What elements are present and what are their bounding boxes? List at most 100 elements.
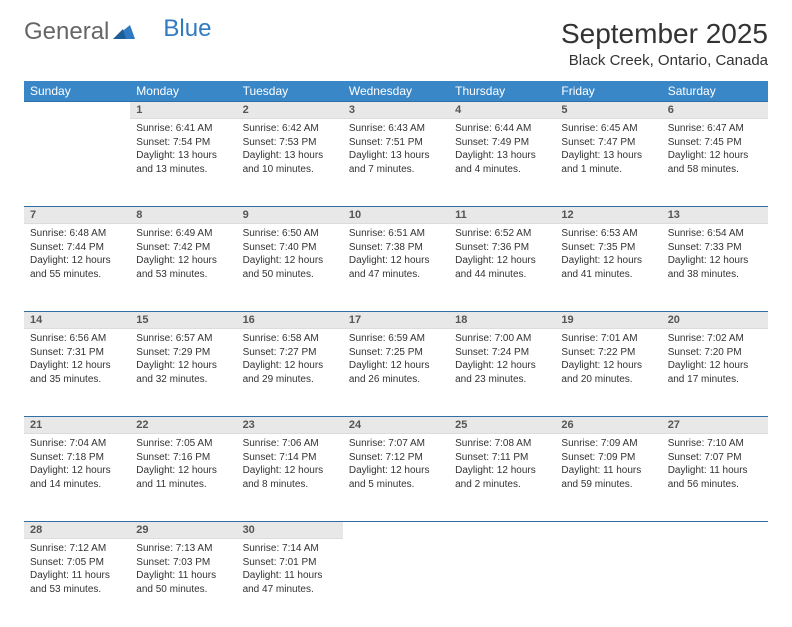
day-body-cell: Sunrise: 6:53 AMSunset: 7:35 PMDaylight:… <box>555 224 661 312</box>
daylight-text: Daylight: 12 hours and 50 minutes. <box>243 254 337 281</box>
day-number-cell: 5 <box>555 102 661 119</box>
day-number-cell: 10 <box>343 207 449 224</box>
day-number-cell: 30 <box>237 522 343 539</box>
daylight-text: Daylight: 11 hours and 50 minutes. <box>136 569 230 596</box>
day-body-cell: Sunrise: 6:49 AMSunset: 7:42 PMDaylight:… <box>130 224 236 312</box>
day-number-cell: 21 <box>24 417 130 434</box>
day-body-cell: Sunrise: 6:54 AMSunset: 7:33 PMDaylight:… <box>662 224 768 312</box>
day-body-row: Sunrise: 6:41 AMSunset: 7:54 PMDaylight:… <box>24 119 768 207</box>
day-body-cell: Sunrise: 6:57 AMSunset: 7:29 PMDaylight:… <box>130 329 236 417</box>
day-number-cell: 15 <box>130 312 236 329</box>
daylight-text: Daylight: 12 hours and 2 minutes. <box>455 464 549 491</box>
sunset-text: Sunset: 7:05 PM <box>30 556 124 570</box>
day-body-cell <box>343 539 449 627</box>
day-number-cell: 27 <box>662 417 768 434</box>
daylight-text: Daylight: 12 hours and 53 minutes. <box>136 254 230 281</box>
sunset-text: Sunset: 7:25 PM <box>349 346 443 360</box>
sunset-text: Sunset: 7:22 PM <box>561 346 655 360</box>
daylight-text: Daylight: 12 hours and 55 minutes. <box>30 254 124 281</box>
day-number-cell: 9 <box>237 207 343 224</box>
day-body-cell: Sunrise: 7:05 AMSunset: 7:16 PMDaylight:… <box>130 434 236 522</box>
sunset-text: Sunset: 7:09 PM <box>561 451 655 465</box>
sunrise-text: Sunrise: 6:45 AM <box>561 122 655 136</box>
day-number-cell: 18 <box>449 312 555 329</box>
sunrise-text: Sunrise: 7:08 AM <box>455 437 549 451</box>
daynum-row: 14151617181920 <box>24 312 768 329</box>
logo-mark-icon <box>113 18 135 46</box>
day-number-cell <box>343 522 449 539</box>
day-header: Sunday <box>24 81 130 102</box>
daylight-text: Daylight: 12 hours and 32 minutes. <box>136 359 230 386</box>
sunrise-text: Sunrise: 7:12 AM <box>30 542 124 556</box>
daylight-text: Daylight: 12 hours and 35 minutes. <box>30 359 124 386</box>
daylight-text: Daylight: 12 hours and 5 minutes. <box>349 464 443 491</box>
daylight-text: Daylight: 12 hours and 17 minutes. <box>668 359 762 386</box>
day-body-cell: Sunrise: 7:02 AMSunset: 7:20 PMDaylight:… <box>662 329 768 417</box>
sunrise-text: Sunrise: 7:05 AM <box>136 437 230 451</box>
daynum-row: 282930 <box>24 522 768 539</box>
daylight-text: Daylight: 12 hours and 26 minutes. <box>349 359 443 386</box>
sunrise-text: Sunrise: 6:43 AM <box>349 122 443 136</box>
sunset-text: Sunset: 7:16 PM <box>136 451 230 465</box>
day-number-cell: 23 <box>237 417 343 434</box>
location-text: Black Creek, Ontario, Canada <box>561 52 768 69</box>
page-header: General Blue September 2025 Black Creek,… <box>24 18 768 69</box>
day-number-cell: 19 <box>555 312 661 329</box>
day-body-cell: Sunrise: 7:07 AMSunset: 7:12 PMDaylight:… <box>343 434 449 522</box>
day-header: Friday <box>555 81 661 102</box>
day-header: Monday <box>130 81 236 102</box>
sunset-text: Sunset: 7:45 PM <box>668 136 762 150</box>
daylight-text: Daylight: 12 hours and 8 minutes. <box>243 464 337 491</box>
sunrise-text: Sunrise: 6:56 AM <box>30 332 124 346</box>
daylight-text: Daylight: 12 hours and 23 minutes. <box>455 359 549 386</box>
sunrise-text: Sunrise: 6:42 AM <box>243 122 337 136</box>
sunset-text: Sunset: 7:24 PM <box>455 346 549 360</box>
daylight-text: Daylight: 12 hours and 58 minutes. <box>668 149 762 176</box>
day-number-cell: 1 <box>130 102 236 119</box>
sunrise-text: Sunrise: 7:07 AM <box>349 437 443 451</box>
day-header-row: Sunday Monday Tuesday Wednesday Thursday… <box>24 81 768 102</box>
day-number-cell: 4 <box>449 102 555 119</box>
day-body-cell: Sunrise: 6:43 AMSunset: 7:51 PMDaylight:… <box>343 119 449 207</box>
day-body-cell <box>555 539 661 627</box>
day-body-row: Sunrise: 6:48 AMSunset: 7:44 PMDaylight:… <box>24 224 768 312</box>
day-body-cell: Sunrise: 7:09 AMSunset: 7:09 PMDaylight:… <box>555 434 661 522</box>
sunrise-text: Sunrise: 6:57 AM <box>136 332 230 346</box>
day-body-cell <box>24 119 130 207</box>
sunrise-text: Sunrise: 6:48 AM <box>30 227 124 241</box>
day-number-cell: 12 <box>555 207 661 224</box>
sunrise-text: Sunrise: 6:54 AM <box>668 227 762 241</box>
daylight-text: Daylight: 12 hours and 29 minutes. <box>243 359 337 386</box>
sunrise-text: Sunrise: 6:49 AM <box>136 227 230 241</box>
daylight-text: Daylight: 11 hours and 53 minutes. <box>30 569 124 596</box>
sunrise-text: Sunrise: 7:02 AM <box>668 332 762 346</box>
day-body-cell: Sunrise: 6:58 AMSunset: 7:27 PMDaylight:… <box>237 329 343 417</box>
sunset-text: Sunset: 7:33 PM <box>668 241 762 255</box>
sunrise-text: Sunrise: 7:04 AM <box>30 437 124 451</box>
day-number-cell: 24 <box>343 417 449 434</box>
sunrise-text: Sunrise: 7:09 AM <box>561 437 655 451</box>
sunset-text: Sunset: 7:40 PM <box>243 241 337 255</box>
day-body-cell: Sunrise: 6:52 AMSunset: 7:36 PMDaylight:… <box>449 224 555 312</box>
day-body-cell: Sunrise: 7:12 AMSunset: 7:05 PMDaylight:… <box>24 539 130 627</box>
sunrise-text: Sunrise: 6:52 AM <box>455 227 549 241</box>
sunset-text: Sunset: 7:38 PM <box>349 241 443 255</box>
sunset-text: Sunset: 7:14 PM <box>243 451 337 465</box>
day-number-cell: 2 <box>237 102 343 119</box>
day-number-cell: 22 <box>130 417 236 434</box>
daylight-text: Daylight: 13 hours and 10 minutes. <box>243 149 337 176</box>
day-body-cell: Sunrise: 6:50 AMSunset: 7:40 PMDaylight:… <box>237 224 343 312</box>
day-header: Tuesday <box>237 81 343 102</box>
daylight-text: Daylight: 13 hours and 13 minutes. <box>136 149 230 176</box>
daylight-text: Daylight: 12 hours and 11 minutes. <box>136 464 230 491</box>
daynum-row: 21222324252627 <box>24 417 768 434</box>
day-number-cell: 20 <box>662 312 768 329</box>
sunset-text: Sunset: 7:27 PM <box>243 346 337 360</box>
sunset-text: Sunset: 7:47 PM <box>561 136 655 150</box>
day-body-cell: Sunrise: 6:44 AMSunset: 7:49 PMDaylight:… <box>449 119 555 207</box>
daylight-text: Daylight: 13 hours and 1 minute. <box>561 149 655 176</box>
day-body-row: Sunrise: 7:04 AMSunset: 7:18 PMDaylight:… <box>24 434 768 522</box>
day-number-cell: 29 <box>130 522 236 539</box>
day-body-cell: Sunrise: 6:51 AMSunset: 7:38 PMDaylight:… <box>343 224 449 312</box>
month-title: September 2025 <box>561 18 768 50</box>
